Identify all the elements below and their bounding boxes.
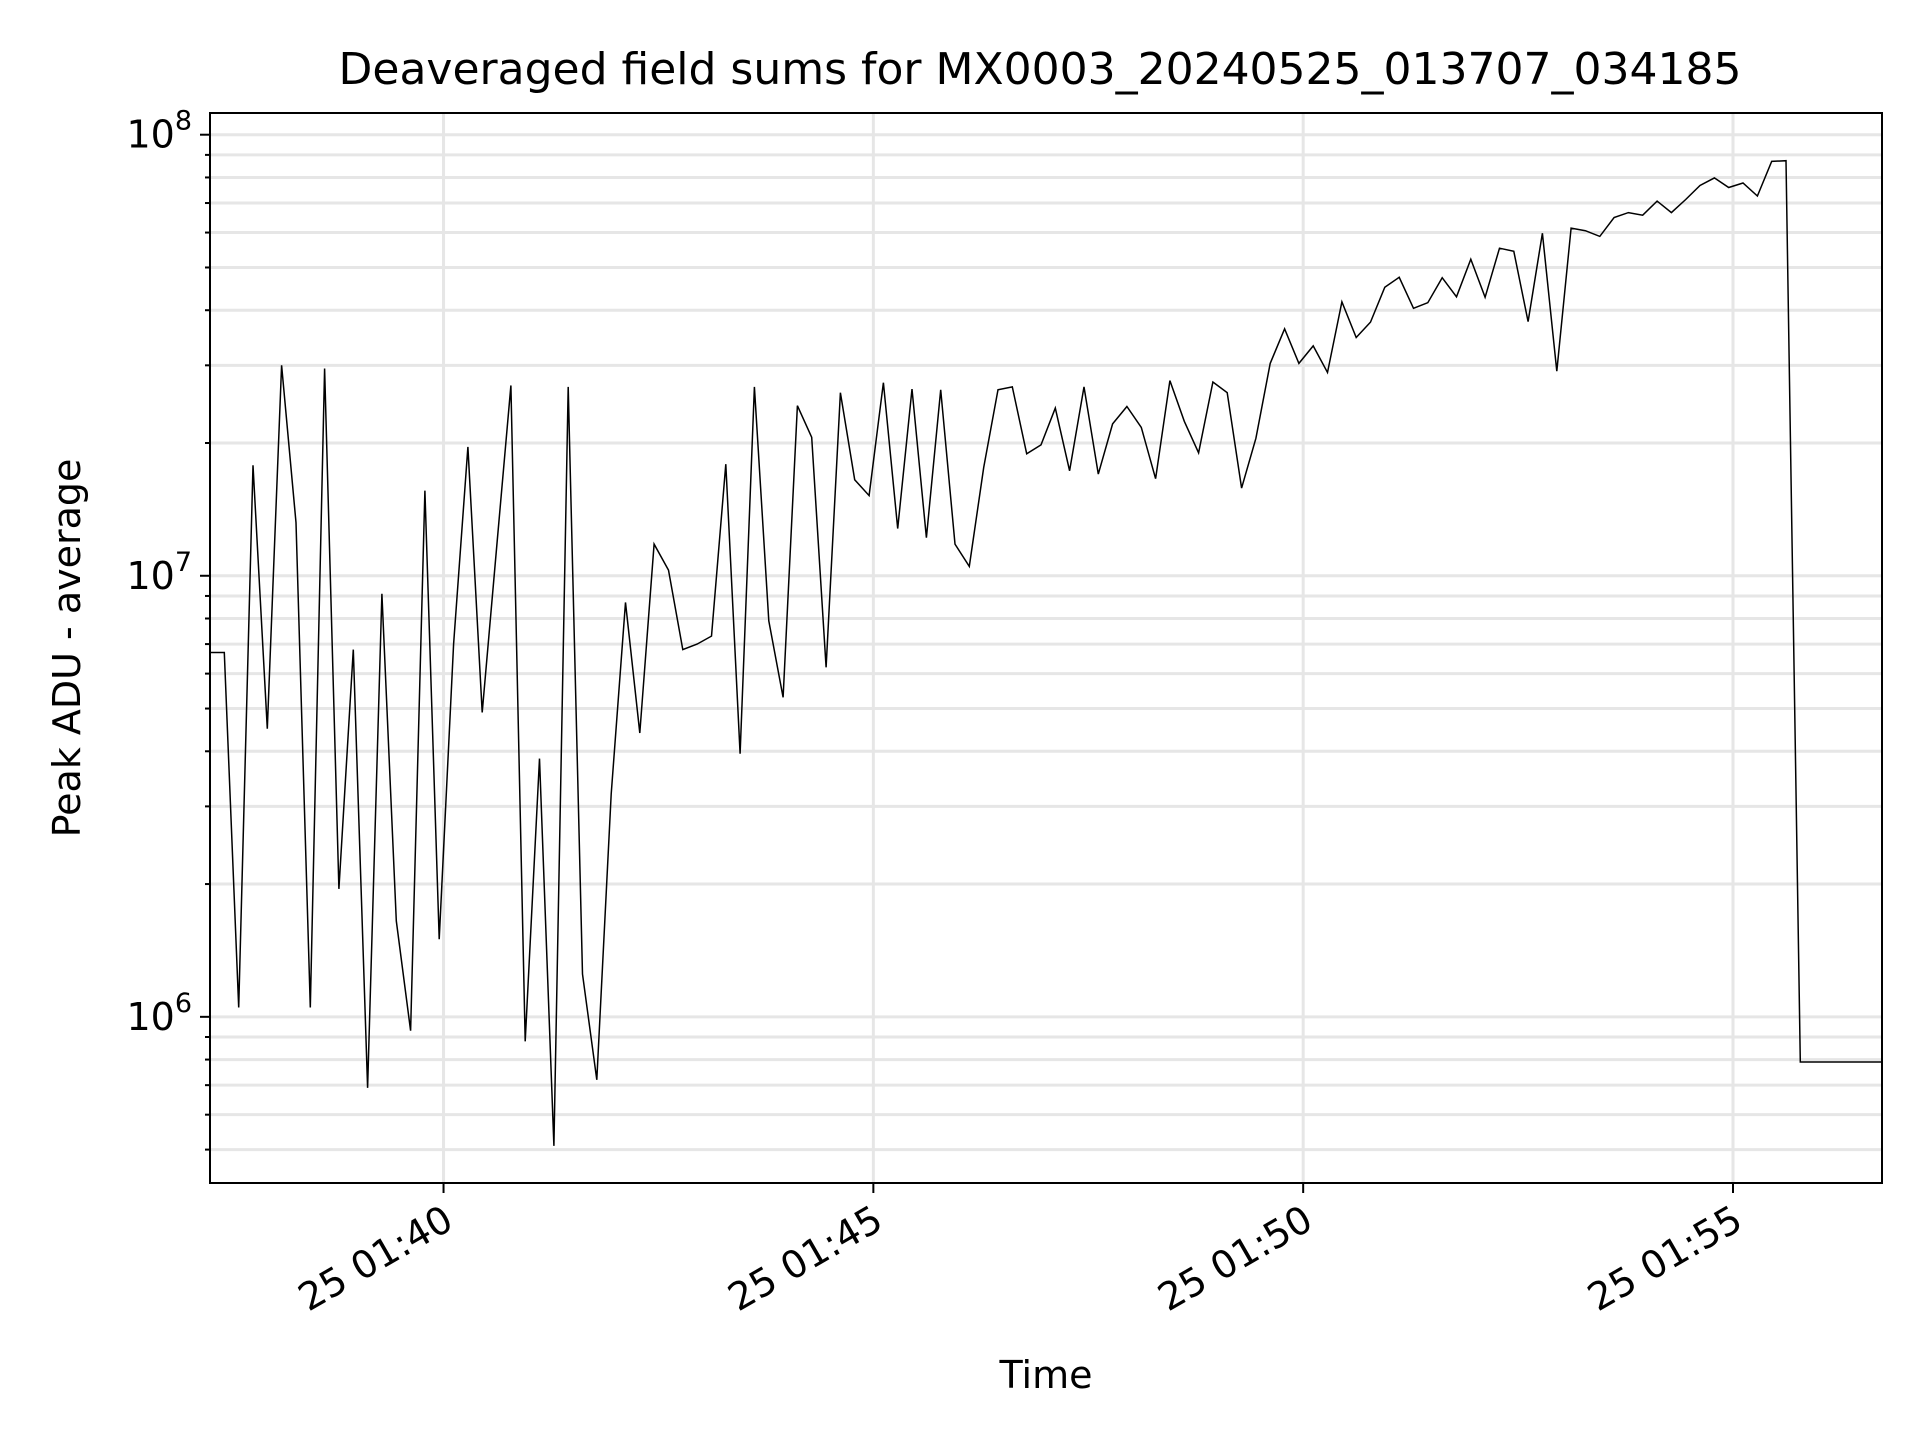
y-axis-label: Peak ADU - average: [45, 459, 89, 838]
series-line: [210, 159, 1882, 1146]
y-tick-base: 10: [126, 995, 174, 1039]
x-axis-label: Time: [999, 1353, 1093, 1397]
y-tick-label: 108: [126, 106, 192, 157]
y-tick-label: 106: [126, 988, 192, 1039]
y-tick-exponent: 7: [175, 547, 192, 578]
series-layer: [210, 159, 1882, 1146]
y-tick-base: 10: [126, 554, 174, 598]
y-tick-exponent: 8: [175, 106, 192, 137]
y-tick-label: 107: [126, 547, 192, 598]
y-tick-exponent: 6: [175, 988, 192, 1019]
plot-frame: [209, 112, 1883, 1184]
y-tick-base: 10: [126, 113, 174, 157]
chart-title: Deaveraged field sums for MX0003_2024052…: [339, 44, 1742, 95]
